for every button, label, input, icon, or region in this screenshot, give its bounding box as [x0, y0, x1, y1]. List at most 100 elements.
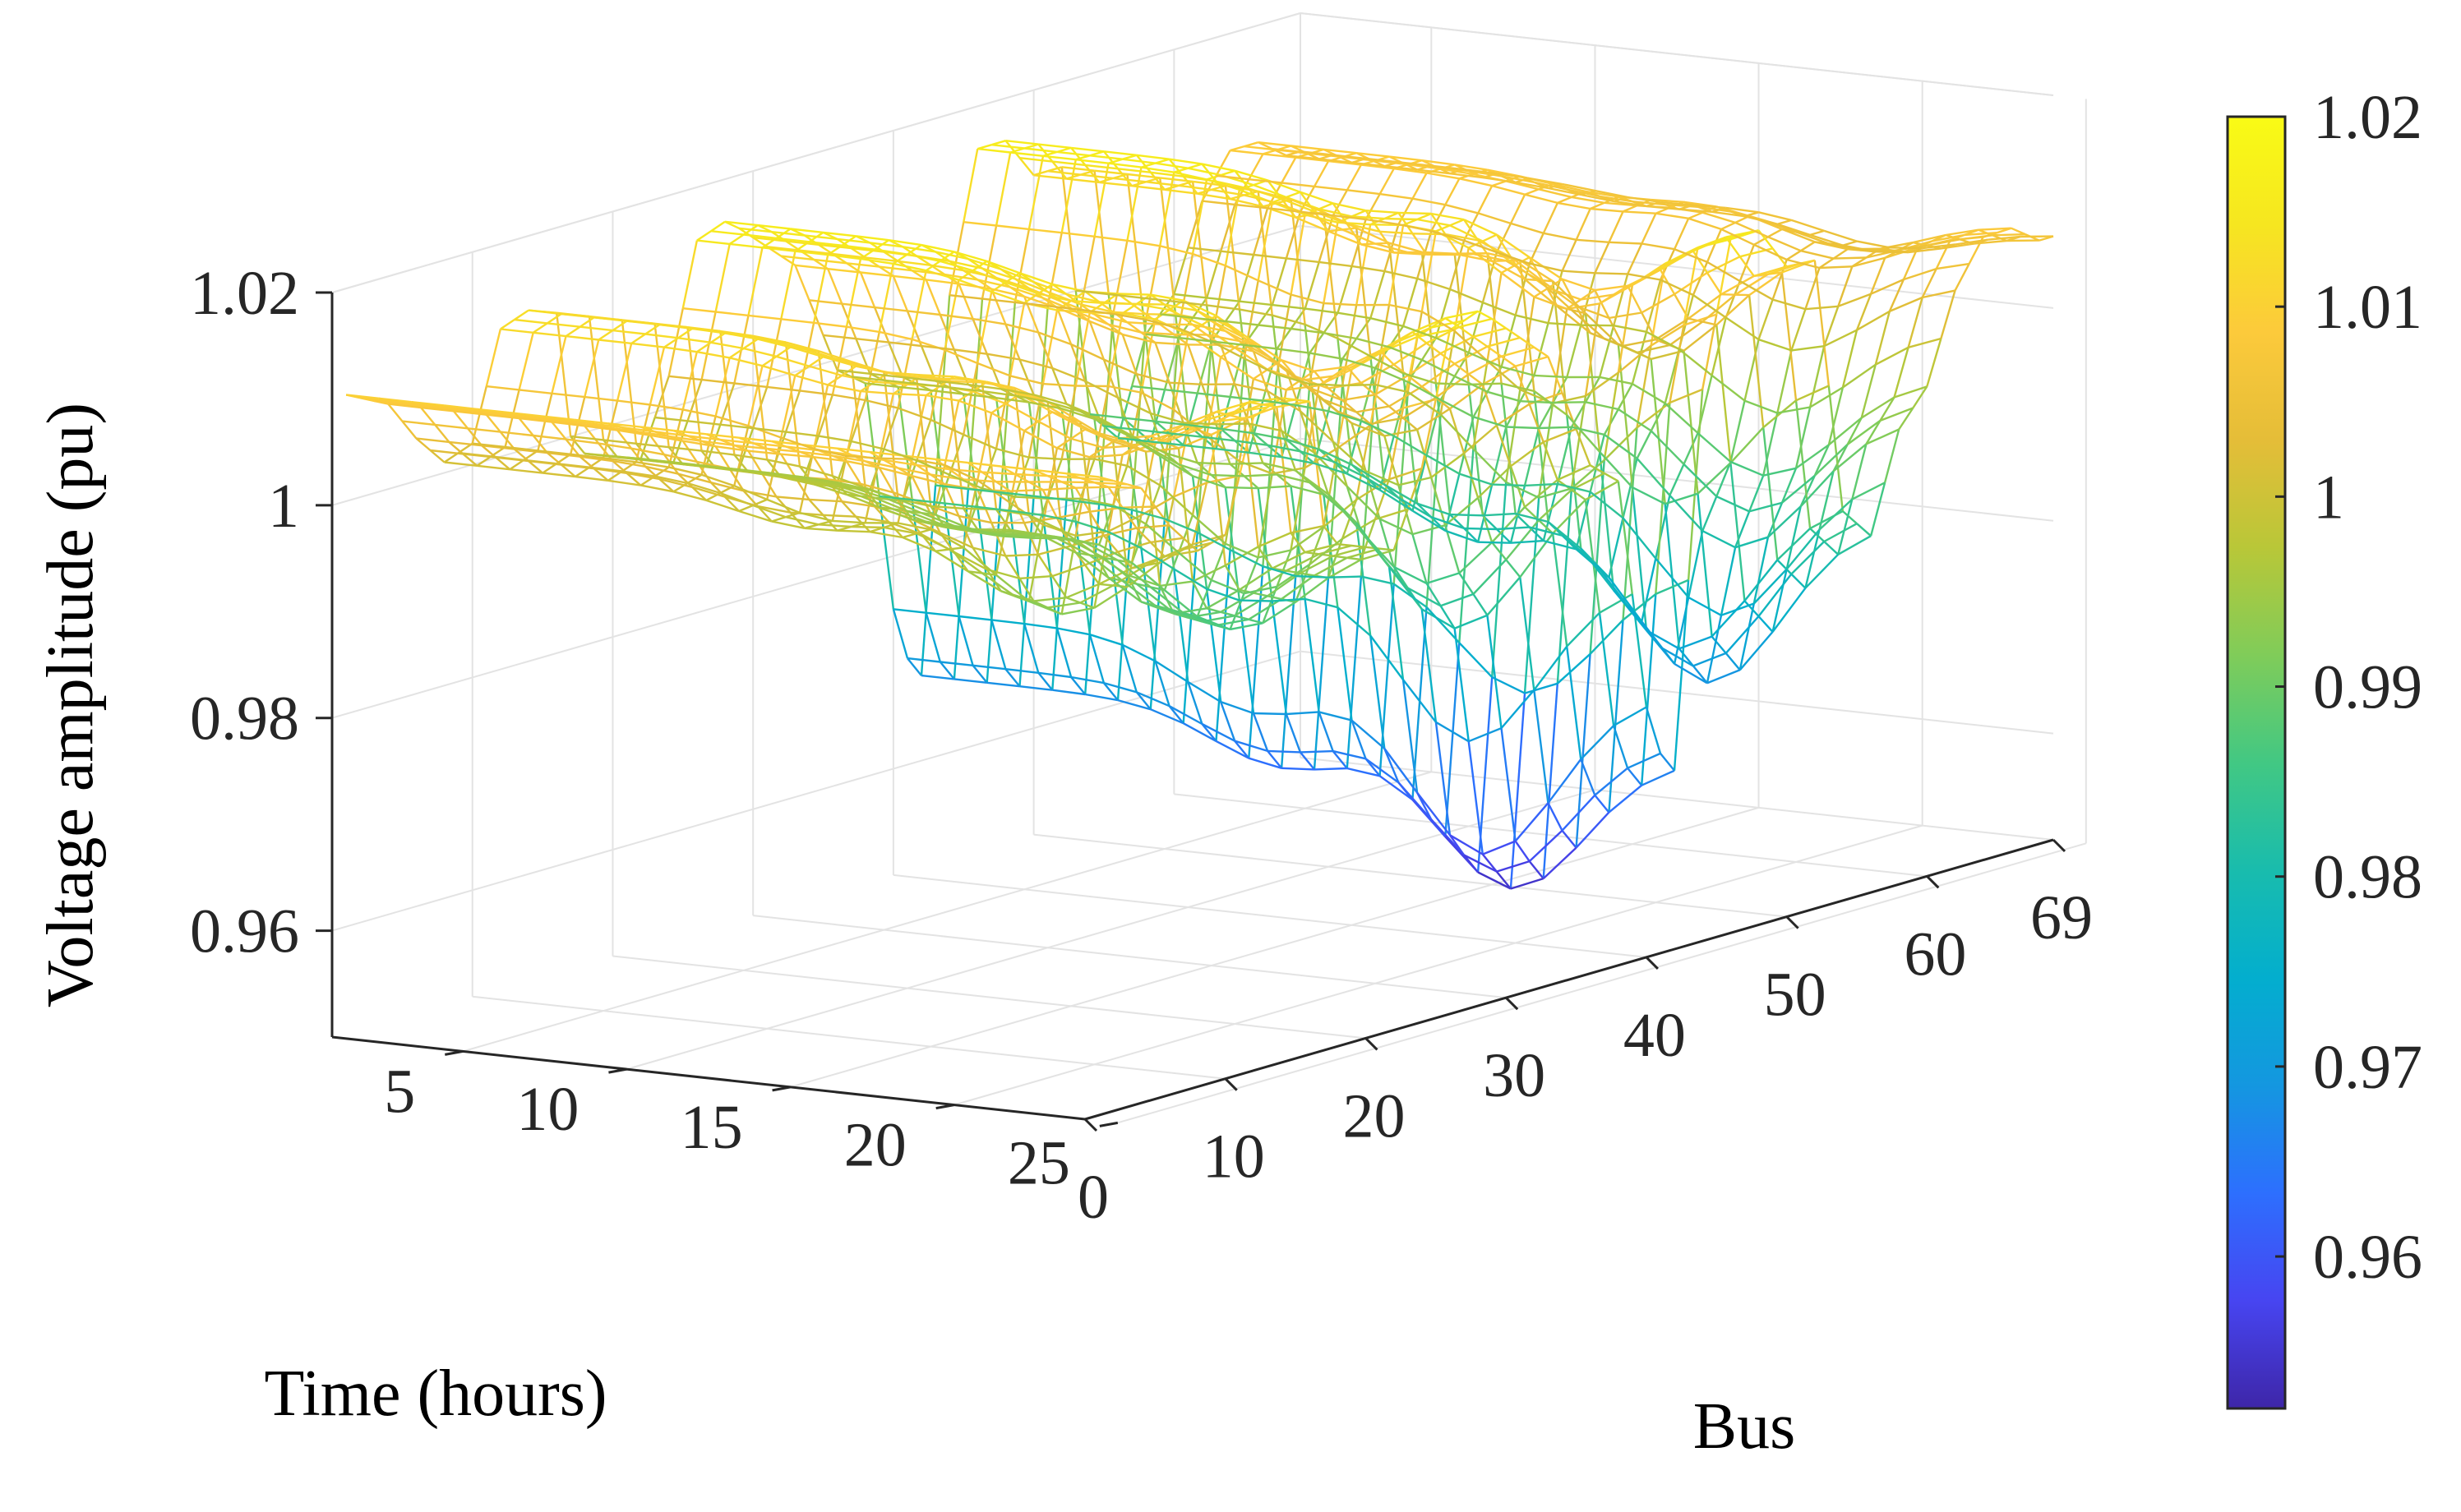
surface-mesh-line: [776, 496, 810, 501]
surface-mesh-line: [1393, 251, 1427, 256]
surface-mesh-line: [884, 379, 917, 385]
surface-mesh-line: [1767, 236, 1802, 252]
surface-mesh-line: [686, 379, 703, 422]
surface-mesh-line: [958, 514, 992, 524]
surface-mesh-line: [1780, 272, 1798, 401]
surface-mesh-line: [1771, 569, 1788, 633]
surface-mesh-line: [1272, 314, 1305, 326]
surface-mesh-line: [1234, 740, 1268, 753]
surface-mesh-line: [766, 447, 801, 453]
surface-mesh-line: [453, 410, 487, 416]
surface-mesh-line: [1286, 191, 1301, 199]
surface-mesh-line: [1355, 411, 1371, 425]
surface-mesh-line: [1590, 201, 1605, 210]
surface-mesh-line: [1309, 537, 1343, 565]
surface-mesh-line: [1669, 320, 1703, 346]
surface-mesh-line: [621, 426, 655, 433]
surface-mesh-line: [1964, 232, 1997, 237]
surface-mesh-line: [1627, 605, 1661, 648]
surface-mesh-line: [1230, 197, 1263, 208]
surface-mesh-line: [1435, 382, 1469, 386]
surface-mesh-line: [1384, 270, 1418, 280]
surface-mesh-line: [1500, 355, 1517, 367]
surface-mesh-line: [870, 450, 903, 457]
surface-mesh-line: [518, 332, 534, 390]
surface-mesh-line: [1103, 681, 1138, 694]
surface-mesh-line: [1576, 305, 1609, 320]
surface-mesh-line: [1500, 383, 1517, 514]
surface-mesh-line: [1407, 587, 1442, 607]
surface-mesh-line: [1094, 169, 1128, 176]
surface-mesh-line: [1805, 305, 1839, 311]
surface-mesh-line: [842, 500, 875, 508]
surface-mesh-line: [1224, 565, 1240, 591]
surface-mesh-line: [738, 436, 772, 443]
surface-mesh-line: [823, 231, 857, 237]
surface-mesh-line: [1426, 572, 1460, 585]
surface-mesh-line: [1664, 402, 1699, 434]
surface-mesh-line: [771, 231, 805, 237]
surface-mesh-line: [1425, 606, 1461, 644]
surface-mesh-line: [1033, 597, 1067, 602]
surface-mesh-line: [995, 481, 1011, 492]
surface-mesh-line: [1108, 162, 1142, 168]
surface-mesh-line: [1692, 652, 1727, 667]
surface-mesh-line: [1575, 653, 1591, 848]
surface-mesh-line: [1075, 520, 1109, 533]
surface-mesh-line: [1388, 303, 1423, 313]
surface-mesh-line: [1445, 233, 1479, 242]
surface-mesh-line: [822, 514, 838, 532]
surface-mesh-line: [538, 449, 571, 455]
surface-mesh-line: [499, 431, 515, 450]
surface-mesh-line: [1042, 486, 1076, 491]
surface-mesh-line: [462, 453, 478, 467]
surface-mesh-line: [1304, 323, 1338, 339]
surface-mesh-line: [1608, 210, 1624, 243]
surface-mesh-line: [967, 461, 1001, 468]
surface-mesh-line: [673, 491, 707, 502]
surface-mesh-line: [1622, 592, 1657, 621]
surface-mesh-line: [1188, 424, 1221, 430]
y-tick-mark: [935, 1104, 954, 1110]
surface-mesh-line: [907, 509, 941, 525]
surface-mesh-line: [1631, 331, 1648, 385]
surface-mesh-line: [795, 264, 829, 270]
surface-mesh-line: [1300, 450, 1334, 463]
surface-mesh-line: [1332, 749, 1366, 760]
surface-mesh-line: [481, 445, 515, 450]
surface-mesh-line: [1623, 210, 1656, 214]
surface-mesh-line: [1130, 523, 1147, 564]
surface-mesh-line: [1383, 748, 1419, 794]
surface-mesh-line: [607, 479, 641, 486]
grid-line: [1300, 650, 2054, 735]
surface-mesh-line: [1618, 408, 1652, 432]
surface-mesh-line: [1239, 567, 1273, 591]
surface-mesh-line: [1235, 440, 1268, 446]
surface-mesh-line: [991, 144, 1025, 150]
surface-mesh-line: [977, 279, 1011, 288]
surface-mesh-line: [953, 251, 987, 263]
surface-mesh-line: [781, 453, 815, 459]
surface-mesh-line: [1454, 345, 1488, 365]
surface-mesh-line: [1318, 208, 1352, 218]
colorbar-tick-label: 1: [2313, 463, 2344, 532]
surface-mesh-line: [1182, 537, 1198, 552]
surface-mesh-line: [1523, 497, 1540, 694]
surface-mesh-line: [1411, 509, 1446, 532]
surface-mesh-line: [1449, 320, 1465, 331]
surface-mesh-line: [1651, 349, 1684, 361]
surface-mesh-line: [1519, 532, 1554, 579]
surface-mesh-line: [1286, 438, 1320, 450]
grid-line: [612, 955, 1366, 1040]
surface-mesh-line: [1444, 177, 1461, 205]
surface-mesh-line: [1032, 498, 1049, 539]
surface-mesh-line: [1182, 532, 1198, 724]
surface-mesh-line: [1632, 383, 1666, 404]
surface-mesh-line: [1140, 443, 1157, 516]
surface-mesh-line: [547, 451, 580, 458]
surface-mesh-line: [1804, 553, 1840, 589]
surface-mesh-line: [1178, 551, 1212, 581]
surface-mesh-line: [1084, 693, 1119, 702]
surface-mesh-line: [1219, 344, 1236, 385]
surface-mesh-line: [1238, 309, 1255, 434]
